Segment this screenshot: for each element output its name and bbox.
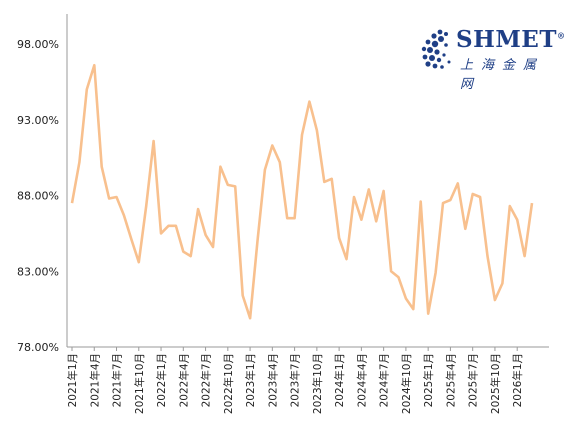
x-tick-label: 2022年4月 <box>177 353 190 407</box>
x-tick-label: 2023年7月 <box>289 353 302 407</box>
y-axis: 78.00% 83.00% 88.00% 93.00% 98.00% <box>17 38 59 354</box>
shmet-logo: SHMET® 上海金属网 <box>420 24 565 92</box>
x-tick-label: 2025年10月 <box>489 353 502 414</box>
x-tick-label: 2025年4月 <box>444 353 457 407</box>
x-tick-label: 2021年4月 <box>88 353 101 407</box>
y-tick-label: 98.00% <box>17 38 59 51</box>
x-tick-label: 2021年10月 <box>133 353 146 414</box>
logo-reg: ® <box>556 30 566 41</box>
series-line <box>70 63 534 320</box>
logo-subtitle: 上海金属网 <box>460 58 545 92</box>
x-tick-label: 2024年10月 <box>400 353 413 414</box>
x-tick-label: 2024年4月 <box>355 353 368 407</box>
x-tick-label: 2021年1月 <box>66 353 79 407</box>
x-tick-label: 2024年1月 <box>333 353 346 407</box>
logo-name: SHMET <box>456 26 557 53</box>
x-tick-label: 2025年1月 <box>422 353 435 407</box>
y-tick-label: 88.00% <box>17 190 59 203</box>
x-tick-label: 2021年7月 <box>111 353 124 407</box>
y-tick-label: 93.00% <box>17 114 59 127</box>
globe-dots-icon <box>421 29 451 69</box>
x-tick-label: 2025年7月 <box>467 353 480 407</box>
x-tick-label: 2023年1月 <box>244 353 257 407</box>
x-axis: 2021年1月 2021年4月 2021年7月 2021年10月 2022年1月 2022… <box>66 347 524 414</box>
x-tick-label: 2022年10月 <box>222 353 235 414</box>
x-tick-label: 2024年7月 <box>378 353 391 407</box>
y-tick-label: 83.00% <box>17 265 59 278</box>
x-tick-label: 2022年7月 <box>200 353 213 407</box>
x-tick-label: 2026年1月 <box>511 353 524 407</box>
x-tick-label: 2022年1月 <box>155 353 168 407</box>
y-tick-label: 78.00% <box>17 341 59 354</box>
x-tick-label: 2023年10月 <box>311 353 324 414</box>
x-tick-label: 2023年4月 <box>266 353 279 407</box>
